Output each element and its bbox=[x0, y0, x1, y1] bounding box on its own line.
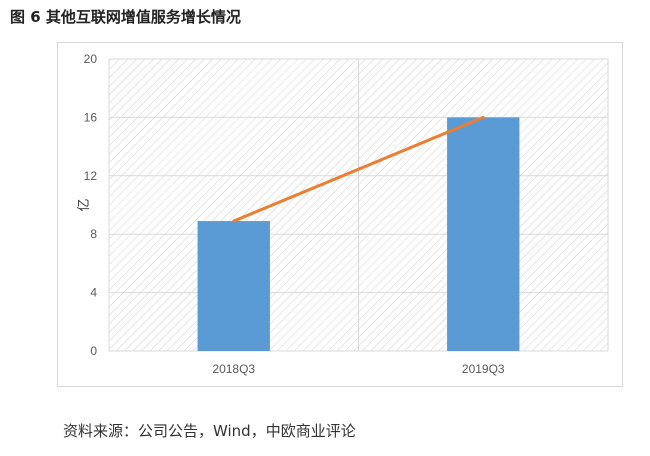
bar-2019Q3 bbox=[447, 117, 520, 352]
y-tick-label: 8 bbox=[90, 227, 97, 241]
chart-title: 图 6 其他互联网增值服务增长情况 bbox=[10, 8, 241, 26]
y-tick-label: 20 bbox=[84, 52, 98, 66]
y-axis-label: 亿 bbox=[77, 198, 92, 211]
y-tick-label: 12 bbox=[84, 169, 98, 183]
y-tick-label: 0 bbox=[90, 344, 97, 358]
bar-2018Q3 bbox=[197, 221, 270, 351]
y-tick-label: 4 bbox=[90, 286, 97, 300]
source-note: 资料来源：公司公告，Wind，中欧商业评论 bbox=[63, 422, 356, 440]
trend-line bbox=[232, 115, 485, 223]
x-tick-label: 2019Q3 bbox=[462, 362, 505, 376]
y-tick-label: 16 bbox=[84, 110, 98, 124]
x-tick-label: 2018Q3 bbox=[212, 362, 255, 376]
